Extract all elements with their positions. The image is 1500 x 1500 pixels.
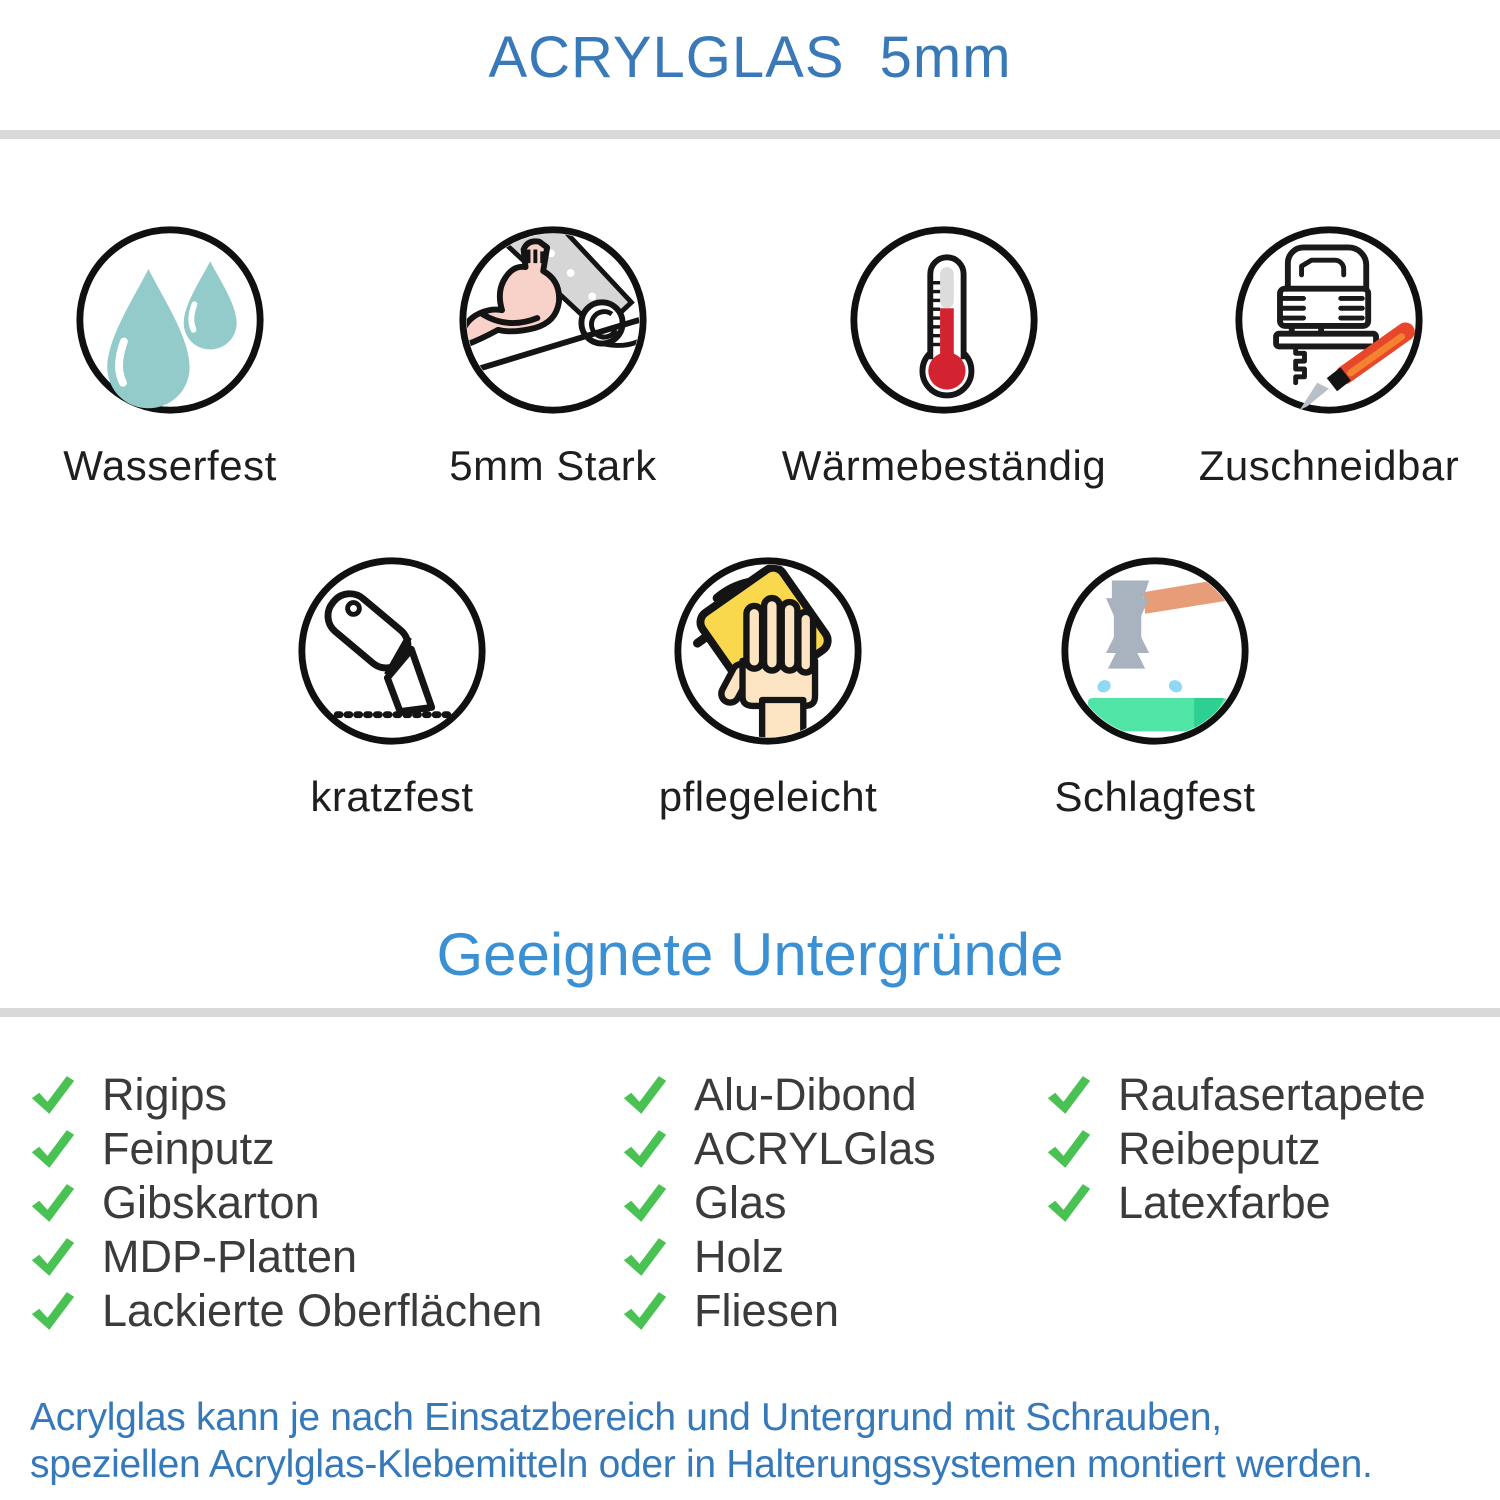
strong-arm-roll-icon [455, 222, 651, 418]
list-item-label: Rigips [102, 1069, 228, 1120]
feature-label: Wärmebeständig [781, 442, 1107, 489]
list-item: Alu-Dibond [622, 1068, 936, 1122]
divider-bar-top [0, 130, 1500, 139]
feature-5mm-stark: 5mm Stark [383, 222, 723, 490]
feature-label: Wasserfest [63, 442, 277, 489]
list-item-label: ACRYLGlas [694, 1123, 936, 1174]
substrates-column-2: Alu-Dibond ACRYLGlas Glas Holz Fliesen [622, 1068, 936, 1338]
list-item: Rigips [30, 1068, 542, 1122]
jigsaw-cutter-icon [1231, 222, 1427, 418]
water-drops-icon [72, 222, 268, 418]
thermometer-icon [846, 222, 1042, 418]
check-icon [31, 1076, 75, 1114]
mounting-note-line2: speziellen Acrylglas-Klebemitteln oder i… [30, 1443, 1373, 1486]
list-item: Lackierte Oberflächen [30, 1284, 542, 1338]
page-title: ACRYLGLAS 5mm [488, 25, 1012, 90]
feature-schlagfest: Schlagfest [985, 553, 1325, 821]
list-item-label: MDP-Platten [102, 1231, 358, 1282]
feature-wasserfest: Wasserfest [0, 222, 340, 490]
check-icon [623, 1076, 667, 1114]
hand-cloth-icon [670, 553, 866, 749]
list-item-label: Feinputz [102, 1123, 275, 1174]
feature-waermebestaendig: Wärmebeständig [774, 222, 1114, 490]
substrates-column-3: Raufasertapete Reibeputz Latexfarbe [1046, 1068, 1426, 1230]
feature-zuschneidbar: Zuschneidbar [1159, 222, 1499, 490]
feature-pflegeleicht: pflegeleicht [598, 553, 938, 821]
list-item-label: Holz [694, 1231, 785, 1282]
list-item: Feinputz [30, 1122, 542, 1176]
list-item-label: Latexfarbe [1118, 1177, 1331, 1228]
check-icon [623, 1292, 667, 1330]
check-icon [31, 1238, 75, 1276]
feature-label: kratzfest [310, 773, 474, 820]
feature-label: pflegeleicht [658, 773, 878, 820]
feature-label: 5mm Stark [449, 442, 657, 489]
list-item: Glas [622, 1176, 936, 1230]
list-item-label: Glas [694, 1177, 787, 1228]
hammer-icon [1057, 553, 1253, 749]
feature-kratzfest: kratzfest [222, 553, 562, 821]
list-item-label: Gibskarton [102, 1177, 320, 1228]
substrates-column-1: Rigips Feinputz Gibskarton MDP-Platten L… [30, 1068, 542, 1338]
list-item-label: Reibeputz [1118, 1123, 1321, 1174]
mounting-note-line1: Acrylglas kann je nach Einsatzbereich un… [30, 1396, 1222, 1439]
mounting-note: Acrylglas kann je nach Einsatzbereich un… [30, 1394, 1373, 1488]
feature-label: Zuschneidbar [1198, 442, 1460, 489]
list-item: Gibskarton [30, 1176, 542, 1230]
check-icon [31, 1184, 75, 1222]
check-icon [623, 1184, 667, 1222]
utility-knife-icon [294, 553, 490, 749]
list-item: Fliesen [622, 1284, 936, 1338]
list-item: MDP-Platten [30, 1230, 542, 1284]
list-item-label: Raufasertapete [1118, 1069, 1426, 1120]
list-item-label: Lackierte Oberflächen [102, 1285, 543, 1336]
check-icon [1047, 1184, 1091, 1222]
list-item: Reibeputz [1046, 1122, 1426, 1176]
list-item: Raufasertapete [1046, 1068, 1426, 1122]
list-item: ACRYLGlas [622, 1122, 936, 1176]
feature-label: Schlagfest [1054, 773, 1256, 820]
substrates-heading: Geeignete Untergründe [436, 921, 1064, 988]
check-icon [623, 1130, 667, 1168]
divider-bar-middle [0, 1008, 1500, 1017]
list-item: Latexfarbe [1046, 1176, 1426, 1230]
list-item: Holz [622, 1230, 936, 1284]
check-icon [31, 1130, 75, 1168]
check-icon [623, 1238, 667, 1276]
check-icon [1047, 1130, 1091, 1168]
check-icon [1047, 1076, 1091, 1114]
list-item-label: Fliesen [694, 1285, 840, 1336]
check-icon [31, 1292, 75, 1330]
list-item-label: Alu-Dibond [694, 1069, 917, 1120]
